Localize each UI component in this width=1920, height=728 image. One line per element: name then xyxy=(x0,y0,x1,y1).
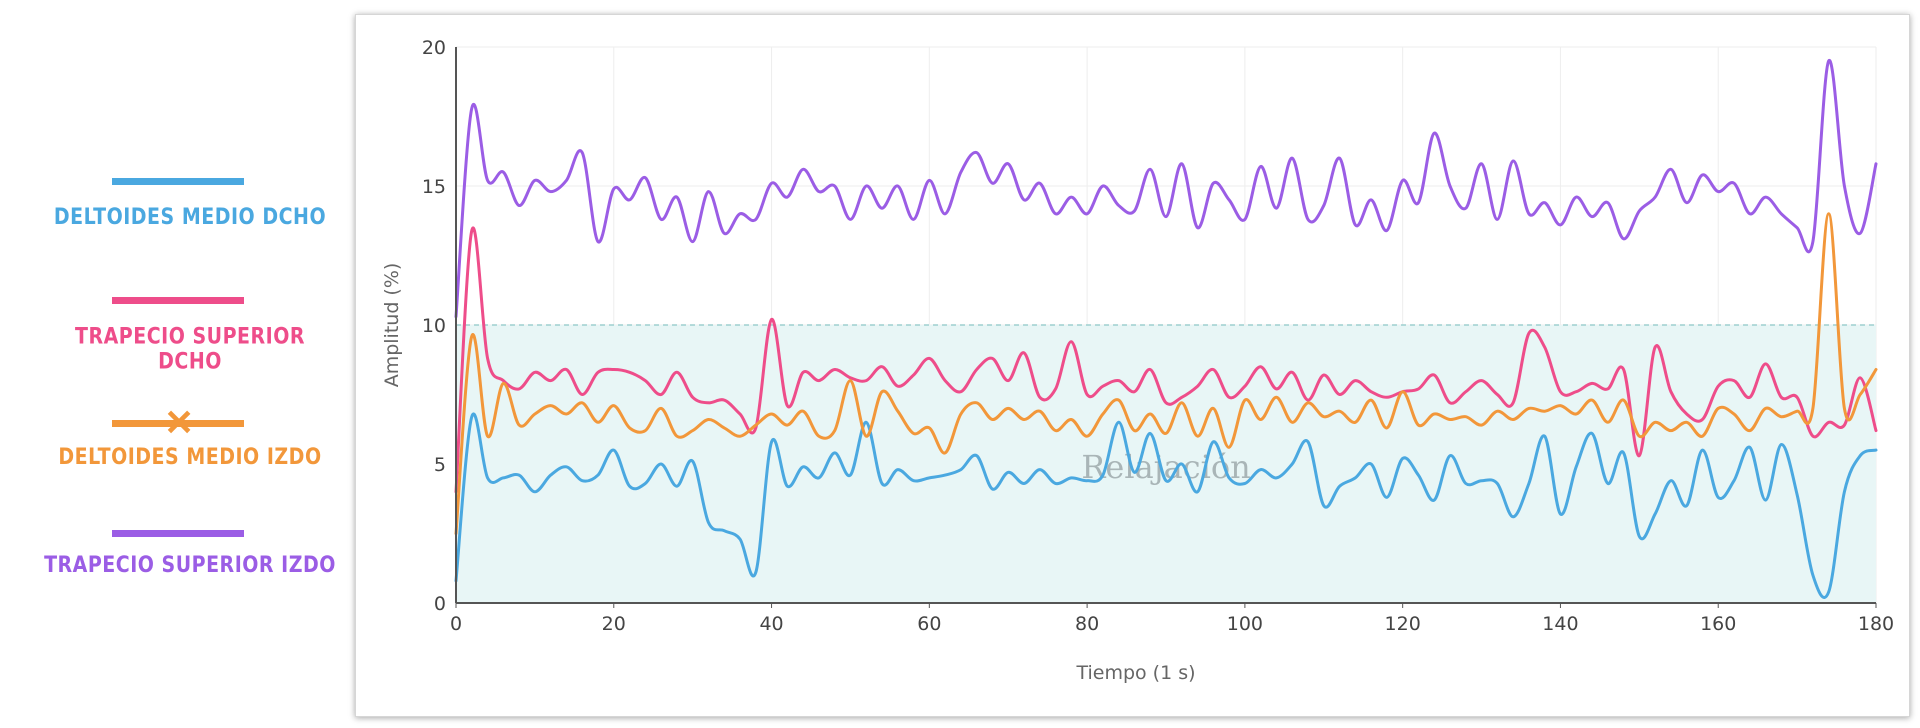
y-tick-label: 0 xyxy=(434,593,446,615)
hidden-series-x-icon: ✕ xyxy=(164,402,195,443)
x-tick-label: 100 xyxy=(1227,613,1263,635)
legend-line-deltoides-medio-dcho xyxy=(112,178,244,185)
legend-line-trapecio-superior-dcho xyxy=(112,297,244,304)
series-line-deltoides-medio-dcho xyxy=(454,412,1878,599)
legend-label-trapecio-superior-izdo: TRAPECIO SUPERIOR IZDO xyxy=(44,552,336,578)
y-axis-title: Amplitud (%) xyxy=(381,263,403,388)
x-tick-label: 120 xyxy=(1385,613,1421,635)
legend-line-trapecio-superior-izdo xyxy=(112,530,244,537)
x-tick-label: 40 xyxy=(759,613,783,635)
y-tick-label: 5 xyxy=(434,454,446,476)
x-axis-title: Tiempo (1 s) xyxy=(1075,662,1195,684)
series-line-trapecio-superior-dcho xyxy=(454,226,1878,494)
series-line-trapecio-superior-izdo xyxy=(454,59,1878,319)
y-tick-label: 10 xyxy=(422,315,446,337)
x-tick-label: 60 xyxy=(917,613,941,635)
chart-card: Relajación 0 20 40 60 80 100 120 140 160 180 0 5 10 15… xyxy=(355,14,1910,717)
legend-label-deltoides-medio-dcho: DELTOIDES MEDIO DCHO xyxy=(53,204,327,230)
x-tick-label: 0 xyxy=(450,613,462,635)
legend-label-deltoides-medio-izdo: DELTOIDES MEDIO IZDO xyxy=(58,444,322,470)
legend-label-trapecio-superior-dcho: TRAPECIO SUPERIOR DCHO xyxy=(75,323,305,375)
series-line-deltoides-medio-izdo xyxy=(454,212,1878,535)
y-tick-label: 20 xyxy=(422,37,446,59)
x-tick-label: 180 xyxy=(1858,613,1894,635)
x-tick-label: 160 xyxy=(1700,613,1736,635)
x-tick-label: 140 xyxy=(1542,613,1578,635)
x-tick-label: 20 xyxy=(602,613,626,635)
y-tick-label: 15 xyxy=(422,176,446,198)
x-tick-label: 80 xyxy=(1075,613,1099,635)
legend-line-deltoides-medio-izdo xyxy=(112,420,244,427)
chart-legend: DELTOIDES MEDIO DCHO TRAPECIO SUPERIOR D… xyxy=(0,0,360,728)
